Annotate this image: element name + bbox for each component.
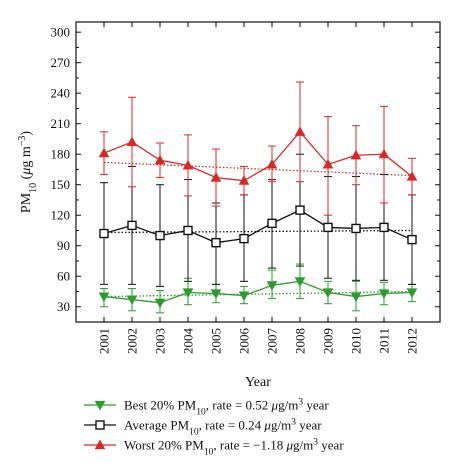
y-tick-label: 240: [51, 86, 71, 101]
y-tick-label: 210: [51, 116, 71, 131]
y-tick-label: 150: [51, 177, 71, 192]
y-tick-label: 120: [51, 208, 71, 223]
y-axis-title: PM10 (μg m−3): [17, 131, 39, 213]
data-point-worst: [266, 158, 278, 169]
data-point-best: [126, 295, 138, 306]
data-point-average: [211, 237, 221, 248]
trend-line-worst: [103, 161, 413, 177]
data-point-average: [407, 234, 417, 245]
x-axis: 2001 2002 2003 2004 2005 2006 2007 2008 2009 2010…: [97, 22, 420, 354]
series-line-best: [103, 280, 413, 304]
x-tick-label: 2012: [405, 328, 420, 354]
x-tick-label: 2001: [97, 328, 112, 354]
data-point-worst: [98, 147, 110, 158]
data-point-average: [323, 222, 333, 233]
data-point-best: [154, 298, 166, 309]
data-point-best: [266, 281, 278, 291]
x-tick-label: 2004: [181, 328, 196, 355]
x-tick-label: 2011: [377, 328, 392, 354]
series-group: [98, 81, 418, 314]
trend-lines: [103, 161, 413, 298]
legend-swatch-marker: [94, 439, 106, 450]
x-tick-label: 2003: [153, 328, 168, 354]
series-worst: [98, 81, 418, 216]
data-point-best: [182, 288, 194, 299]
y-tick-label: 270: [51, 55, 71, 70]
data-point-worst: [126, 136, 138, 147]
y-axis: 30 60 90 120 150 180 210 240 270 300: [51, 25, 440, 314]
data-point-worst: [238, 175, 250, 185]
y-tick-label: 60: [57, 269, 70, 284]
x-tick-label: 2010: [349, 328, 364, 354]
series-line-average: [103, 209, 413, 244]
y-tick-label: 180: [51, 147, 71, 162]
series-average: [99, 153, 417, 287]
data-point-average: [239, 233, 249, 244]
x-axis-title: Year: [245, 375, 271, 390]
data-point-worst: [182, 159, 194, 170]
data-point-average: [267, 218, 277, 229]
x-tick-label: 2009: [321, 328, 336, 354]
legend-label: Average PM10, rate = 0.24 μg/m3 year: [124, 418, 322, 438]
x-tick-label: 2007: [265, 328, 280, 355]
data-point-worst: [210, 172, 222, 182]
plot-border: [75, 21, 441, 323]
data-point-average: [351, 223, 361, 234]
legend-label: Worst 20% PM10, rate = −1.18 μg/m3 year: [124, 438, 344, 458]
y-tick-label: 90: [57, 238, 70, 253]
x-tick-label: 2006: [237, 328, 252, 355]
y-tick-label: 300: [51, 25, 71, 40]
trend-line-best: [103, 290, 413, 298]
legend-swatch-marker: [94, 400, 106, 411]
data-point-best: [322, 288, 334, 299]
data-point-average: [183, 225, 193, 236]
data-point-average: [295, 205, 305, 215]
data-point-worst: [294, 126, 306, 136]
data-point-average: [127, 220, 137, 231]
data-point-worst: [322, 158, 334, 169]
legend-item-average: Average PM10, rate = 0.24 μg/m3 year: [84, 418, 322, 438]
data-point-worst: [350, 149, 362, 160]
legend-swatch-marker: [95, 420, 105, 430]
data-point-best: [238, 291, 250, 302]
legend: Best 20% PM10, rate = 0.52 μg/m3 yearAve…: [84, 398, 344, 458]
series-best: [98, 263, 418, 314]
legend-label: Best 20% PM10, rate = 0.52 μg/m3 year: [124, 398, 329, 418]
data-point-best: [210, 289, 222, 300]
plot-frame: [75, 21, 441, 323]
series-line-worst: [103, 130, 413, 182]
data-point-average: [379, 222, 389, 233]
data-point-worst: [154, 154, 166, 165]
data-point-best: [406, 288, 418, 299]
x-tick-label: 2002: [125, 328, 140, 354]
legend-item-worst: Worst 20% PM10, rate = −1.18 μg/m3 year: [84, 438, 344, 458]
data-point-worst: [406, 171, 418, 181]
y-tick-label: 30: [57, 299, 70, 314]
data-point-best: [350, 292, 362, 303]
data-point-average: [155, 230, 165, 241]
data-point-best: [378, 289, 390, 300]
data-point-worst: [378, 148, 390, 159]
legend-item-best: Best 20% PM10, rate = 0.52 μg/m3 year: [84, 398, 329, 418]
data-point-best: [294, 277, 306, 287]
data-point-best: [98, 292, 110, 303]
x-tick-label: 2005: [209, 328, 224, 354]
data-point-average: [99, 228, 109, 239]
x-tick-label: 2008: [293, 328, 308, 354]
